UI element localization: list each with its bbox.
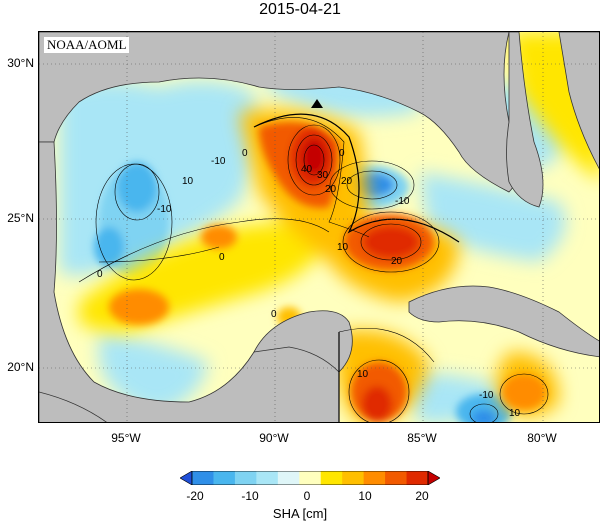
colorbar-under-arrow bbox=[180, 471, 193, 485]
colorbar-swatch bbox=[363, 471, 386, 485]
land bbox=[39, 32, 599, 422]
colorbar-tick: 0 bbox=[303, 489, 311, 503]
contour-label: 0 bbox=[242, 148, 248, 159]
contour-label: 40 bbox=[301, 164, 313, 175]
contour-label: -10 bbox=[395, 196, 410, 207]
colorbar-swatch bbox=[192, 471, 214, 485]
zero-contours bbox=[253, 113, 460, 422]
colorbar-tick: 20 bbox=[415, 489, 429, 503]
colorbar-swatch bbox=[320, 471, 343, 485]
contour-label: 20 bbox=[391, 256, 403, 267]
colorbar-over-arrow bbox=[427, 471, 440, 485]
map-svg: 0 -10 10 -10 0 40 30 20 -10 0 20 10 20 0… bbox=[39, 32, 599, 422]
contour-label: 10 bbox=[337, 242, 349, 253]
colorbar-label: SHA [cm] bbox=[272, 506, 328, 521]
contour-label: 0 bbox=[339, 148, 345, 159]
contour-label: 20 bbox=[325, 184, 337, 195]
colorbar-swatch bbox=[299, 471, 322, 485]
contour-label: 20 bbox=[341, 176, 353, 187]
contour-label: -10 bbox=[211, 156, 226, 167]
colorbar-swatch bbox=[256, 471, 279, 485]
map-title: 2015-04-21 bbox=[259, 1, 341, 18]
lon-label-80: 80°W bbox=[527, 431, 557, 445]
triangle-marker bbox=[311, 99, 323, 108]
colorbar-swatch bbox=[213, 471, 236, 485]
lon-label-85: 85°W bbox=[407, 431, 437, 445]
contour-label: -10 bbox=[157, 204, 172, 215]
lon-label-95: 95°W bbox=[111, 431, 141, 445]
lon-label-90: 90°W bbox=[259, 431, 289, 445]
colorbar bbox=[180, 471, 440, 485]
lat-label-30: 30°N bbox=[7, 56, 34, 70]
colorbar-swatch bbox=[234, 471, 257, 485]
contours bbox=[78, 117, 549, 422]
contour-labels: 0 -10 10 -10 0 40 30 20 -10 0 20 10 20 0… bbox=[97, 148, 521, 419]
contour-label: 10 bbox=[509, 408, 521, 419]
colorbar-outline bbox=[191, 471, 429, 485]
contour-label: -10 bbox=[479, 390, 494, 401]
colorbar-tick: 10 bbox=[358, 489, 372, 503]
graticule bbox=[39, 32, 599, 422]
lat-label-20: 20°N bbox=[7, 360, 34, 374]
contour-label: 0 bbox=[271, 309, 277, 320]
lat-label-25: 25°N bbox=[7, 211, 34, 225]
colorbar-swatch bbox=[342, 471, 365, 485]
contour-label: 10 bbox=[182, 176, 194, 187]
contour-label: 0 bbox=[219, 252, 225, 263]
colorbar-swatch bbox=[385, 471, 408, 485]
colorbar-tick: -10 bbox=[241, 489, 259, 503]
credit-label: NOAA/AOML bbox=[44, 37, 130, 53]
colorbar-tick: -20 bbox=[186, 489, 204, 503]
sea-height-anomaly-map: 0 -10 10 -10 0 40 30 20 -10 0 20 10 20 0… bbox=[38, 31, 600, 423]
contour-label: 0 bbox=[97, 269, 103, 280]
contour-label: 10 bbox=[357, 369, 369, 380]
contour-label: 30 bbox=[317, 170, 329, 181]
colorbar-swatch bbox=[406, 471, 429, 485]
colorbar-swatch bbox=[277, 471, 300, 485]
